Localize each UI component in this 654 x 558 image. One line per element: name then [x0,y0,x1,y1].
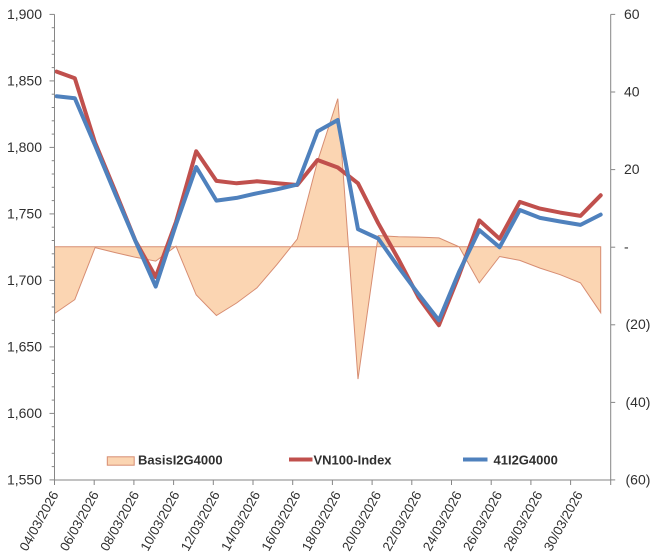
svg-text:1,800: 1,800 [7,139,42,155]
svg-text:(20): (20) [626,316,651,332]
svg-text:1,650: 1,650 [7,338,42,354]
svg-text:1,550: 1,550 [7,471,42,487]
svg-text:1,900: 1,900 [7,6,42,22]
svg-text:VN100-Index: VN100-Index [314,453,393,468]
svg-text:1,600: 1,600 [7,405,42,421]
svg-text:60: 60 [624,6,640,22]
svg-text:BasisI2G4000: BasisI2G4000 [138,453,223,468]
svg-text:1,850: 1,850 [7,72,42,88]
svg-text:20: 20 [624,161,640,177]
svg-text:40: 40 [624,83,640,99]
svg-text:-: - [624,239,629,255]
svg-text:41I2G4000: 41I2G4000 [494,453,558,468]
svg-text:1,750: 1,750 [7,205,42,221]
svg-text:(40): (40) [626,394,651,410]
svg-text:(60): (60) [626,471,651,487]
svg-text:1,700: 1,700 [7,272,42,288]
